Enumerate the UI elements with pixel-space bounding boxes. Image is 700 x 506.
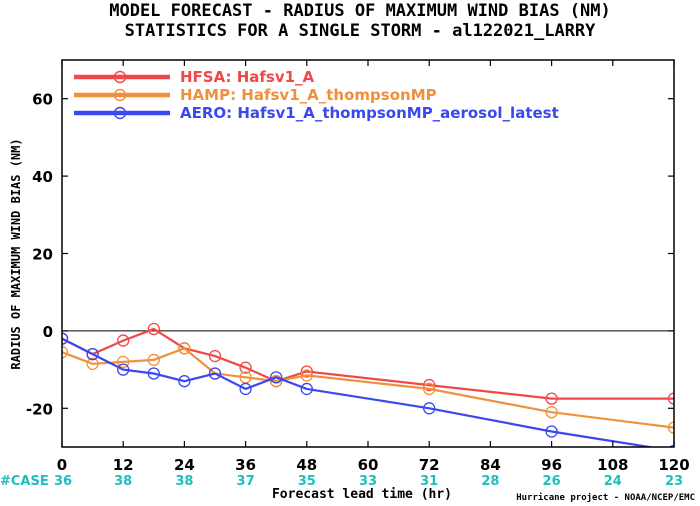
series-0-point [300,365,313,378]
case-count: 38 [114,474,132,489]
case-count: 37 [237,474,255,489]
series-1-point [667,421,674,434]
case-count: 36 [54,474,72,489]
credit-text: Hurricane project - NOAA/NCEP/EMC [516,492,695,503]
series-line-0 [62,327,674,400]
x-tick-label: 120 [658,456,689,474]
series-line-1 [62,347,674,429]
legend-marker-2 [113,106,127,120]
series-1-point [178,342,191,355]
chart-title: MODEL FORECAST - RADIUS OF MAXIMUM WIND … [109,1,611,21]
series-0-point [545,392,558,405]
series-0-point [117,334,130,347]
x-tick-label: 96 [541,456,562,474]
case-count: 35 [298,474,316,489]
series-2-point [86,347,99,361]
case-count: 23 [665,474,683,489]
case-count: 38 [175,474,193,489]
series-2-point [208,367,222,380]
series-1-point [545,406,558,419]
series-2-point [178,375,191,388]
x-tick-label: 84 [480,456,501,474]
series-0-point [208,349,222,363]
series-2-point [300,382,313,396]
series-layer [62,322,674,447]
x-axis-label: Forecast lead time (hr) [272,487,452,502]
case-count: 26 [543,474,561,489]
series-2-point [270,371,283,384]
legend-label-1: HAMP: Hafsv1_A_thompsonMP [180,86,437,104]
series-2-point [147,367,160,380]
x-tick-label: 0 [57,456,67,474]
y-tick-label: 0 [43,323,53,341]
x-tick-label: 24 [174,456,195,474]
case-label: #CASE [0,474,49,489]
x-tick-label: 48 [296,456,317,474]
y-tick-label: 60 [32,91,53,109]
case-count: 28 [481,474,499,489]
case-count: 31 [420,474,438,489]
x-tick-label: 60 [358,456,379,474]
y-tick-label: 20 [32,246,53,264]
legend-label-0: HFSA: Hafsv1_A [180,68,315,86]
series-0-point [667,392,674,405]
series-2-point [545,425,558,438]
tick-layer: 0 12 24 36 48 60 72 84 96 108 120 -20 0 20 40 60 [26,60,690,474]
y-axis-label: RADIUS OF MAXIMUM WIND BIAS (NM) [9,138,23,369]
series-1-point [270,375,283,388]
series-0-point [423,378,436,392]
series-2-point [423,402,436,415]
legend-label-2: AERO: Hafsv1_A_thompsonMP_aerosol_latest [180,104,559,122]
series-0-point [239,361,252,374]
series-line-2 [62,337,657,447]
x-tick-label: 36 [235,456,256,474]
y-tick-label: -20 [26,400,53,418]
series-2-point [62,332,69,345]
legend-marker-0 [113,70,127,84]
series-1-point [62,346,69,359]
x-tick-label: 108 [597,456,628,474]
series-0-point [147,322,160,336]
series-2-point [239,382,252,396]
chart-subtitle: STATISTICS FOR A SINGLE STORM - al122021… [125,21,597,41]
y-tick-label: 40 [32,168,53,186]
case-count-layer: 36 38 38 37 35 33 31 28 26 24 23 [54,474,683,489]
series-1-point [423,382,436,396]
series-1-point [117,355,130,369]
legend-marker-1 [113,88,127,102]
case-count: 24 [604,474,622,489]
series-1-point [86,357,99,370]
series-1-point [300,369,313,382]
case-count: 33 [359,474,377,489]
x-tick-label: 72 [419,456,440,474]
series-1-point [147,353,160,367]
x-tick-label: 12 [113,456,134,474]
series-2-point [117,363,130,376]
